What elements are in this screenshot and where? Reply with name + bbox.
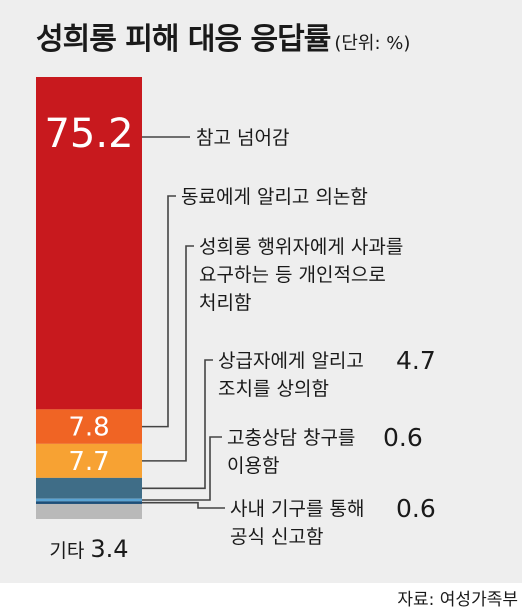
leader-line-1 xyxy=(142,195,176,428)
category-label-5-line-1: 공식 신고함 xyxy=(230,526,323,548)
category-label-5-line-0: 사내 기구를 통해 xyxy=(230,498,364,520)
leader-line-5 xyxy=(142,501,225,509)
leader-line-3 xyxy=(142,359,213,490)
bar-segment-3 xyxy=(36,477,142,499)
chart-title: 성희롱 피해 대응 응답률 (단위: %) xyxy=(36,14,410,58)
bar-segment-0 xyxy=(36,77,142,410)
value-label-5: 0.6 xyxy=(396,494,436,523)
category-label-1: 동료에게 알리고 의논함 xyxy=(181,186,368,208)
unit-label: (단위: %) xyxy=(334,33,411,54)
value-label-6: 3.4 xyxy=(90,535,128,563)
source-note: 자료: 여성가족부 xyxy=(397,590,518,610)
leader-line-4 xyxy=(142,436,222,501)
category-label-6-name: 기타 xyxy=(49,540,90,562)
leader-line-2 xyxy=(142,245,194,462)
category-label-6: 기타 3.4 xyxy=(49,535,128,563)
category-label-2-line-2: 처리함 xyxy=(199,292,251,314)
category-label-4-line-1: 이용함 xyxy=(227,455,279,477)
bar-segment-4 xyxy=(36,498,142,502)
bar-segment-1 xyxy=(36,409,142,444)
value-label-4: 0.6 xyxy=(383,423,423,452)
value-label-0: 75.2 xyxy=(44,111,133,157)
category-label-2-line-1: 요구하는 등 개인적으로 xyxy=(199,264,386,286)
bar-segment-2 xyxy=(36,443,142,478)
bar-segment-6 xyxy=(36,503,142,519)
category-label-3-line-0: 상급자에게 알리고 xyxy=(218,350,364,372)
category-label-2-line-0: 성희롱 행위자에게 사과를 xyxy=(199,236,403,258)
category-label-0: 참고 넘어감 xyxy=(196,127,289,149)
bar-segment-5 xyxy=(36,501,142,504)
value-label-1: 7.8 xyxy=(68,413,109,443)
category-label-3-line-1: 조치를 상의함 xyxy=(218,378,329,400)
title-text: 성희롱 피해 대응 응답률 xyxy=(36,22,331,57)
category-label-4-line-0: 고충상담 창구를 xyxy=(227,427,355,449)
value-label-3: 4.7 xyxy=(396,346,436,375)
value-label-2: 7.7 xyxy=(68,447,109,477)
